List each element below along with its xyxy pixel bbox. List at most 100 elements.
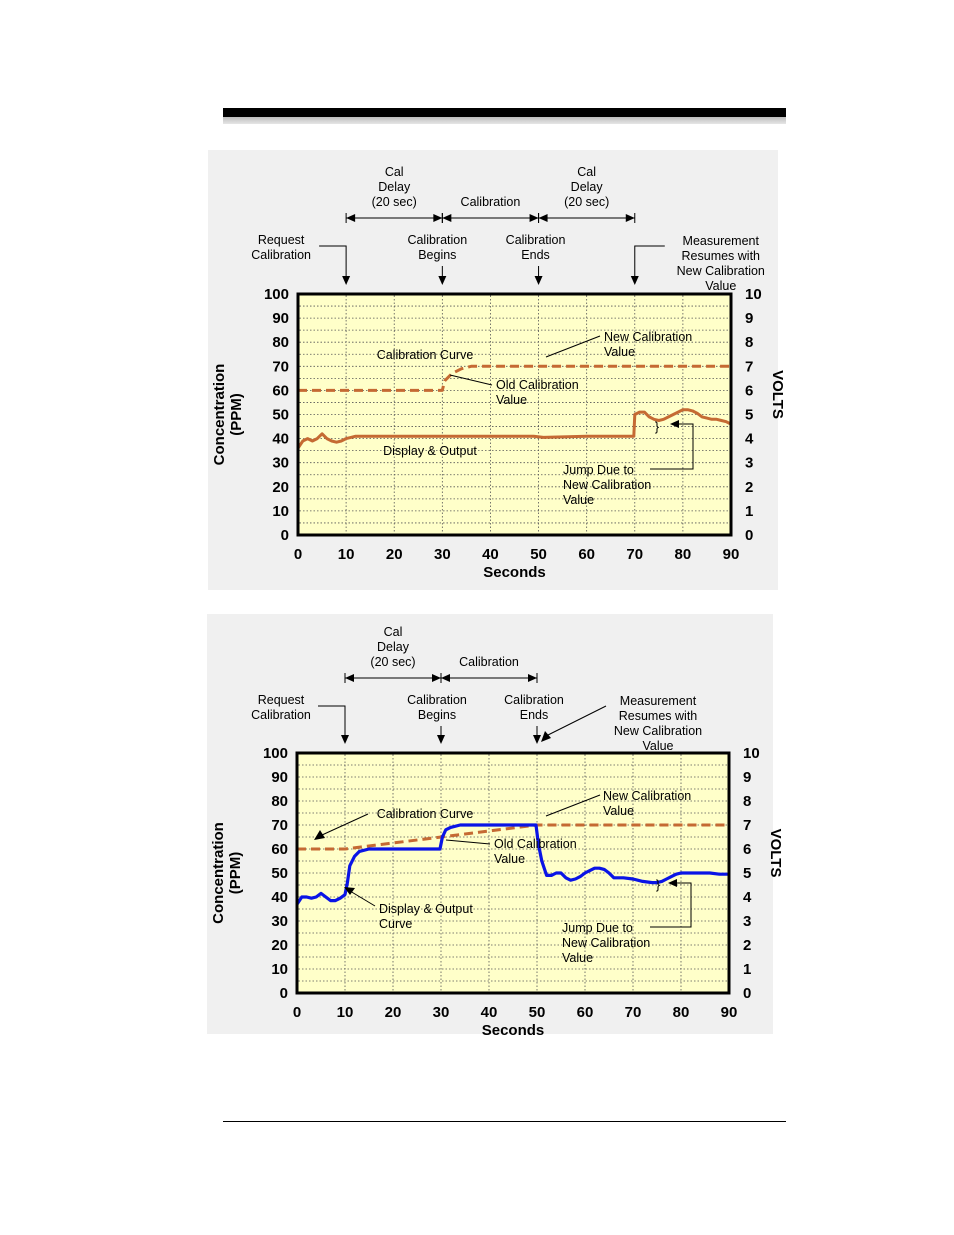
x-tick-label: 10 [338, 546, 355, 563]
arrowhead [529, 214, 539, 222]
y2-tick-label: 2 [745, 479, 753, 496]
event-label: Request Calibration [251, 233, 311, 262]
y-tick-label: 100 [264, 286, 289, 303]
x-tick-label: 60 [577, 1004, 594, 1021]
display-output-label: Display & Output [383, 444, 477, 458]
jump-label: Jump Due to New Calibration Value [563, 463, 651, 507]
calibration-curve-line [297, 823, 729, 851]
old-calibration-label: Old Calibration Value [494, 837, 577, 866]
span-label: Cal Delay (20 sec) [370, 625, 415, 669]
jump-leader [650, 423, 694, 470]
y2-tick-label: 3 [743, 913, 751, 930]
y2-tick-label: 5 [745, 407, 753, 424]
jump-brace: } [655, 420, 659, 434]
event-label: Request Calibration [251, 693, 311, 722]
y-tick-label: 0 [281, 527, 289, 544]
new-calibration-leader [545, 335, 601, 358]
y2-tick-label: 7 [743, 817, 751, 834]
calibration-curve-label: Calibration Curve [377, 348, 474, 362]
arrowhead [538, 214, 548, 222]
y2-tick-label: 6 [743, 841, 751, 858]
new-calibration-label: New Calibration Value [603, 789, 691, 818]
calibration-curve-label: Calibration Curve [377, 807, 474, 821]
y2-tick-label: 10 [743, 745, 760, 762]
event-leader [547, 705, 607, 736]
y-tick-label: 100 [263, 745, 288, 762]
display-output-line [296, 408, 732, 450]
x-tick-label: 30 [434, 546, 451, 563]
x-tick-label: 40 [481, 1004, 498, 1021]
arrowhead [345, 674, 354, 682]
y2-tick-label: 4 [743, 889, 752, 906]
x-tick-label: 50 [529, 1004, 546, 1021]
span-label: Cal Delay (20 sec) [372, 165, 417, 209]
arrowhead [541, 731, 551, 742]
x-tick-label: 40 [482, 546, 499, 563]
x-tick-label: 0 [294, 546, 302, 563]
arrowhead [341, 735, 349, 744]
y-tick-label: 40 [271, 889, 288, 906]
y2-tick-label: 1 [743, 961, 751, 978]
y-tick-label: 80 [272, 334, 289, 351]
old-calibration-label: Old Calibration Value [496, 378, 579, 407]
arrowhead [528, 674, 537, 682]
x-tick-label: 90 [723, 546, 740, 563]
span-label: Calibration [461, 195, 521, 209]
arrowhead [432, 674, 441, 682]
event-leader [319, 245, 347, 282]
y-axis-label: Concentration(PPM) [211, 364, 245, 466]
x-tick-label: 30 [433, 1004, 450, 1021]
arrowhead [433, 214, 443, 222]
y-tick-label: 50 [272, 407, 289, 424]
y-tick-label: 30 [271, 913, 288, 930]
event-label: Calibration Begins [407, 233, 467, 262]
y2-tick-label: 9 [743, 769, 751, 786]
old-calibration-leader [449, 374, 493, 386]
x-tick-label: 10 [337, 1004, 354, 1021]
arrowhead [668, 879, 677, 887]
x-axis-label: Seconds [483, 564, 546, 581]
event-label: Calibration Ends [504, 693, 564, 722]
event-leader [318, 705, 346, 741]
arrowhead [346, 214, 356, 222]
arrowhead [625, 214, 635, 222]
y-axis-label: Concentration(PPM) [210, 822, 244, 924]
jump-brace: } [656, 878, 660, 892]
event-label: Calibration Ends [506, 233, 566, 262]
jump-label: Jump Due to New Calibration Value [562, 921, 650, 965]
plot-border [296, 292, 733, 537]
event-label: Measurement Resumes with New Calibration Va… [614, 694, 702, 753]
x-tick-label: 90 [721, 1004, 738, 1021]
y-tick-label: 60 [272, 382, 289, 399]
display-output-line [295, 823, 729, 906]
y-tick-label: 10 [271, 961, 288, 978]
y2-tick-label: 6 [745, 382, 753, 399]
event-leader [634, 245, 665, 282]
y2-axis-label: VOLTS [769, 370, 786, 419]
arrowhead [438, 276, 447, 285]
event-label: Calibration Begins [407, 693, 467, 722]
arrowhead [314, 830, 325, 840]
chart-1: 0 10 20 30 40 50 60 70 80 90010203040506070809010… [208, 150, 786, 590]
y-tick-label: 90 [271, 769, 288, 786]
footer-rule [223, 1121, 786, 1122]
y-tick-label: 60 [271, 841, 288, 858]
y-tick-label: 20 [271, 937, 288, 954]
x-tick-label: 70 [625, 1004, 642, 1021]
y2-tick-label: 7 [745, 358, 753, 375]
y2-tick-label: 5 [743, 865, 751, 882]
header-rule [223, 108, 786, 117]
x-tick-label: 60 [578, 546, 595, 563]
y2-tick-label: 4 [745, 431, 754, 448]
y2-tick-label: 0 [743, 985, 751, 1002]
gridlines [298, 754, 728, 992]
old-calibration-leader [445, 839, 491, 845]
y2-tick-label: 0 [745, 527, 753, 544]
y-tick-label: 80 [271, 793, 288, 810]
arrowhead [534, 276, 543, 285]
arrowhead [630, 276, 639, 285]
y2-tick-label: 1 [745, 503, 753, 520]
y-tick-label: 90 [272, 310, 289, 327]
arrowhead [670, 420, 679, 428]
